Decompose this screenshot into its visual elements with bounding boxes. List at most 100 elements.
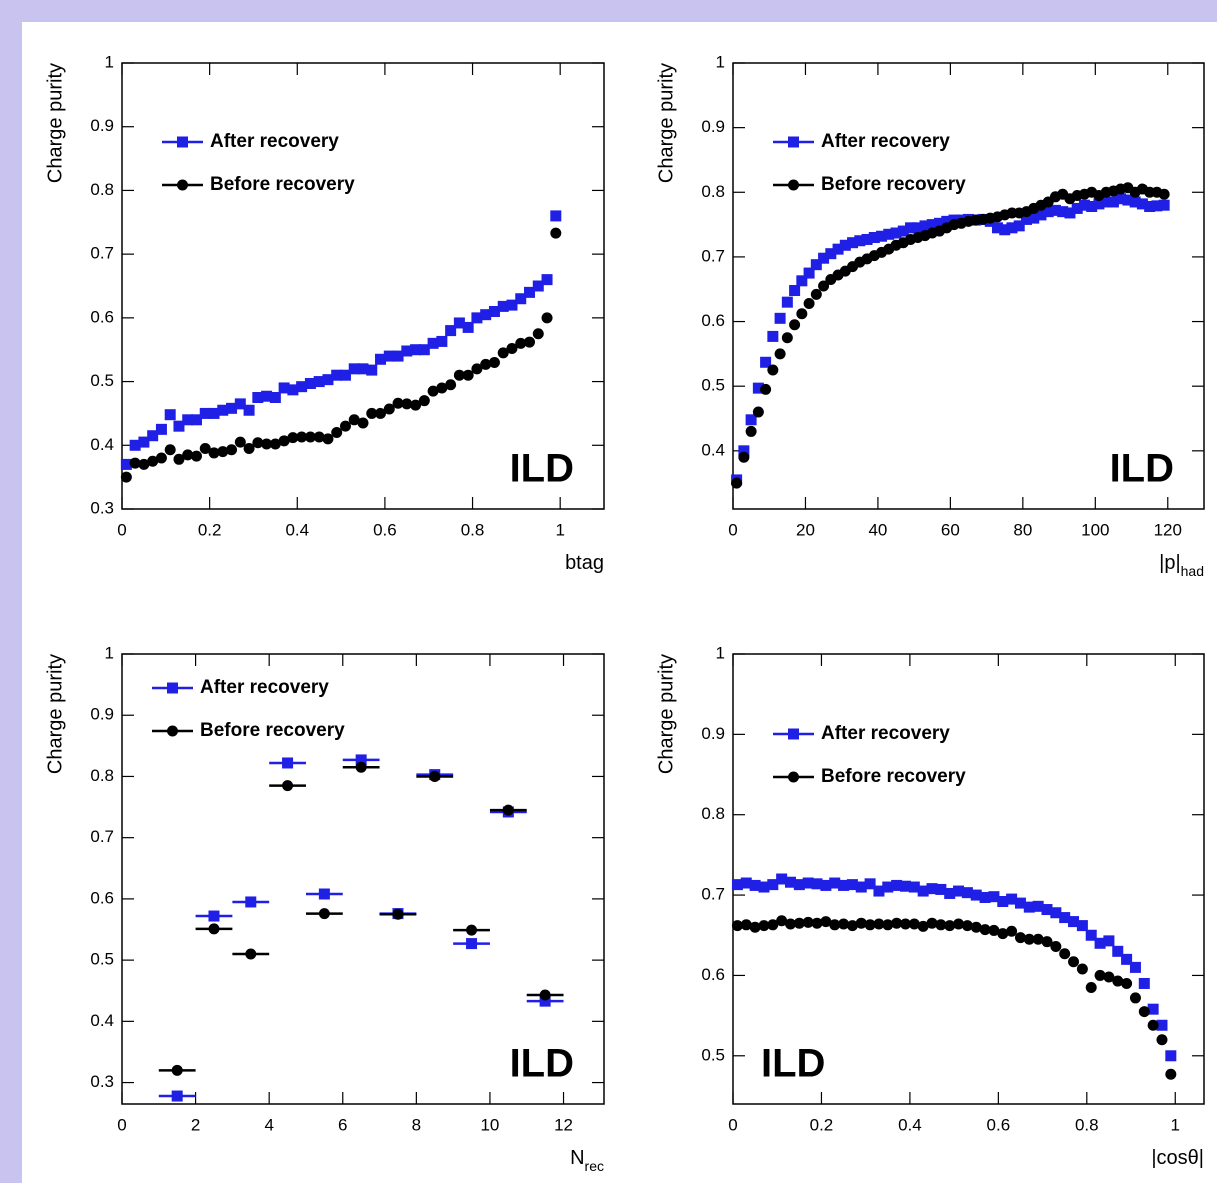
data-point: [749, 879, 761, 891]
x-axis-label: |cosθ|: [1151, 1147, 1204, 1169]
data-point: [375, 353, 387, 365]
data-point: [1138, 1006, 1150, 1018]
y-tick-label: 0.6: [701, 965, 725, 984]
data-point: [401, 398, 413, 410]
y-axis-label: Charge purity: [655, 654, 677, 774]
data-point: [480, 358, 492, 370]
data-point: [781, 332, 793, 344]
data-point: [348, 414, 360, 426]
data-point: [1023, 901, 1035, 913]
data-point: [760, 356, 772, 368]
data-point: [453, 369, 465, 381]
data-point: [410, 344, 422, 356]
data-point: [318, 908, 330, 920]
data-point: [296, 431, 308, 443]
data-point: [252, 437, 264, 449]
data-point: [436, 382, 448, 394]
x-tick-label: 0.2: [198, 520, 222, 539]
data-point: [418, 395, 430, 407]
data-point: [155, 423, 167, 435]
y-tick-label: 0.6: [701, 311, 725, 330]
data-point: [1144, 200, 1156, 212]
data-point: [740, 877, 752, 889]
y-tick-label: 0.9: [90, 116, 114, 135]
data-point: [392, 908, 404, 920]
data-point: [1059, 912, 1071, 924]
data-point: [854, 235, 866, 247]
y-tick-label: 0.7: [701, 885, 725, 904]
x-axis-label-main: |cosθ|: [1151, 1147, 1204, 1169]
x-tick-label: 1: [1171, 1115, 1180, 1134]
data-point: [355, 761, 367, 773]
y-tick-label: 0.9: [701, 724, 725, 743]
data-point: [811, 917, 823, 929]
data-point: [1086, 200, 1098, 212]
data-point: [999, 224, 1011, 236]
legend-label: Before recovery: [210, 174, 355, 195]
x-axis-label-sub: rec: [585, 1158, 604, 1174]
data-point: [839, 239, 851, 251]
data-point: [825, 248, 837, 260]
y-tick-label: 1: [716, 643, 725, 662]
legend-label: After recovery: [821, 723, 950, 744]
y-tick-label: 0.3: [90, 498, 114, 517]
data-point: [515, 337, 527, 349]
data-point: [1006, 925, 1018, 937]
x-axis-label: Nrec: [570, 1147, 604, 1173]
data-point: [1059, 948, 1071, 960]
data-point: [245, 948, 257, 960]
data-point: [287, 384, 299, 396]
data-point: [1122, 194, 1134, 206]
data-point: [776, 915, 788, 927]
data-point: [1013, 220, 1025, 232]
x-tick-label: 0: [728, 520, 737, 539]
data-point: [120, 458, 132, 470]
data-point: [991, 222, 1003, 234]
data-point: [774, 348, 786, 360]
data-point: [818, 252, 830, 264]
y-tick-label: 0.8: [701, 182, 725, 201]
data-point: [1094, 937, 1106, 949]
data-point: [883, 228, 895, 240]
data-point: [339, 420, 351, 432]
data-point: [979, 924, 991, 936]
plot-frame: [121, 653, 605, 1105]
legend-label: After recovery: [821, 131, 950, 152]
data-point: [436, 335, 448, 347]
data-point: [847, 237, 859, 249]
data-point: [539, 995, 551, 1007]
data-point: [190, 450, 202, 462]
data-point: [846, 920, 858, 932]
data-point: [1006, 893, 1018, 905]
data-point: [269, 438, 281, 450]
data-point: [861, 233, 873, 245]
data-point: [760, 383, 772, 395]
x-tick-label: 0.4: [898, 1115, 922, 1134]
y-axis-label: Charge purity: [44, 654, 66, 774]
data-point: [767, 879, 779, 891]
data-point: [502, 804, 514, 816]
data-point: [749, 921, 761, 933]
data-point: [829, 919, 841, 931]
legend-label: Before recovery: [821, 766, 966, 787]
data-point: [445, 325, 457, 337]
y-tick-label: 0.5: [701, 1045, 725, 1064]
data-point: [1121, 953, 1133, 965]
data-point: [190, 414, 202, 426]
data-point: [524, 286, 536, 298]
data-point: [745, 425, 757, 437]
data-point: [803, 297, 815, 309]
data-point: [1094, 969, 1106, 981]
y-axis-label: Charge purity: [44, 63, 66, 183]
y-tick-label: 0.5: [701, 376, 725, 395]
data-point: [752, 382, 764, 394]
data-point: [466, 924, 478, 936]
data-point: [366, 407, 378, 419]
data-point: [506, 342, 518, 354]
data-point: [129, 457, 141, 469]
data-point: [1028, 212, 1040, 224]
y-tick-label: 0.4: [90, 1011, 114, 1030]
data-point: [1042, 206, 1054, 218]
data-point: [445, 379, 457, 391]
data-point: [199, 442, 211, 454]
